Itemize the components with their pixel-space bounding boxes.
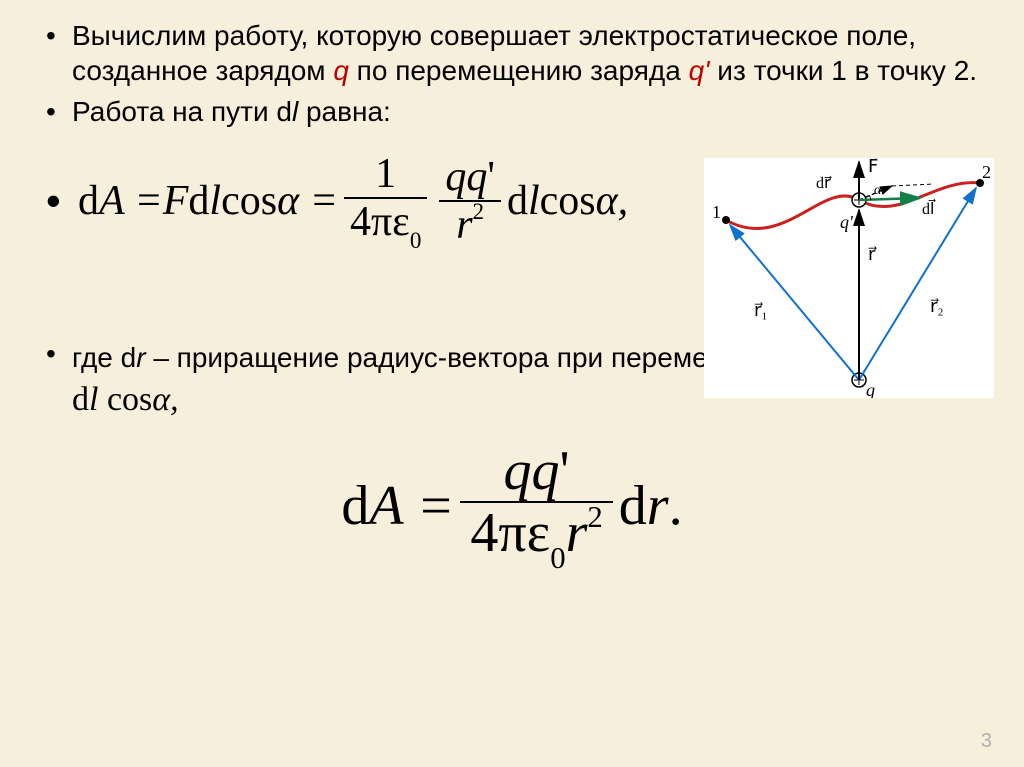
f1-a2: α, xyxy=(596,177,629,225)
f1-a1: α = xyxy=(277,177,338,225)
f1-frac1-num: 1 xyxy=(369,153,402,195)
f2-num: qq' xyxy=(494,443,580,499)
f1-dl-l: l xyxy=(209,177,221,225)
point-1 xyxy=(722,216,730,224)
f2-den: 4πε0r2 xyxy=(460,505,612,569)
f1-frac1-den: 4πε0 xyxy=(344,201,427,248)
f1-d1: d xyxy=(78,177,99,225)
bullet-2: Работа на пути dl равна: xyxy=(40,94,984,129)
bullet1-text-mid: по перемещению заряда xyxy=(349,55,689,86)
f1-frac2: qq' r2 xyxy=(439,156,501,246)
vector-diagram: 1 2 q q' F⃗ dr⃗ dl⃗ α r⃗₁ r⃗₂ r⃗ xyxy=(704,158,994,398)
f1-frac2-num: qq' xyxy=(439,156,501,198)
bullet1-q: q xyxy=(333,55,349,86)
f1-frac1: 1 4πε0 xyxy=(344,153,427,248)
f1-frac2-den: r2 xyxy=(450,204,490,246)
label-dr: dr⃗ xyxy=(816,175,832,192)
f2-Aeq: A = xyxy=(369,474,454,538)
bullet3-r: r xyxy=(136,342,145,373)
f2-d2: d xyxy=(619,474,647,538)
bullet-1: Вычислим работу, которую совершает элект… xyxy=(40,18,984,88)
f1-F: F xyxy=(163,177,189,225)
f1-l2: l xyxy=(528,177,540,225)
f1-dl-d: d xyxy=(188,177,209,225)
f1-d2: d xyxy=(507,177,528,225)
f1-cos2: cos xyxy=(540,177,596,225)
label-r2: r⃗₂ xyxy=(930,296,944,316)
label-qprime: q' xyxy=(840,212,854,232)
bullet1-qprime: q' xyxy=(689,55,710,86)
formula1-bullet-icon: • xyxy=(40,188,78,213)
bullet3-pre: где d xyxy=(72,342,136,373)
page-number: 3 xyxy=(981,730,992,753)
f1-Aeq: A = xyxy=(99,177,163,225)
label-q: q xyxy=(866,380,875,398)
f2-dot: . xyxy=(669,474,683,538)
label-F: F⃗ xyxy=(868,158,878,176)
f1-cos1: cos xyxy=(221,177,277,225)
formula-1: dA = Fdlcosα = 1 4πε0 qq' r2 dlcosα, xyxy=(78,153,628,248)
label-r1: r⃗₁ xyxy=(754,300,768,320)
bullet1-text-post: из точки 1 в точку 2. xyxy=(710,55,978,86)
f2-r: r xyxy=(647,474,669,538)
formula-2-wrap: dA = qq' 4πε0r2 dr. xyxy=(40,443,984,569)
bullet2-pre: Работа на пути d xyxy=(72,96,292,127)
label-dl: dl⃗ xyxy=(922,198,936,218)
bullet2-post: равна: xyxy=(298,96,391,127)
label-1: 1 xyxy=(712,202,721,222)
label-alpha: α xyxy=(874,183,882,198)
formula-2: dA = qq' 4πε0r2 dr. xyxy=(341,443,682,569)
f2-d: d xyxy=(341,474,369,538)
label-2: 2 xyxy=(982,162,991,182)
f2-frac: qq' 4πε0r2 xyxy=(460,443,612,569)
